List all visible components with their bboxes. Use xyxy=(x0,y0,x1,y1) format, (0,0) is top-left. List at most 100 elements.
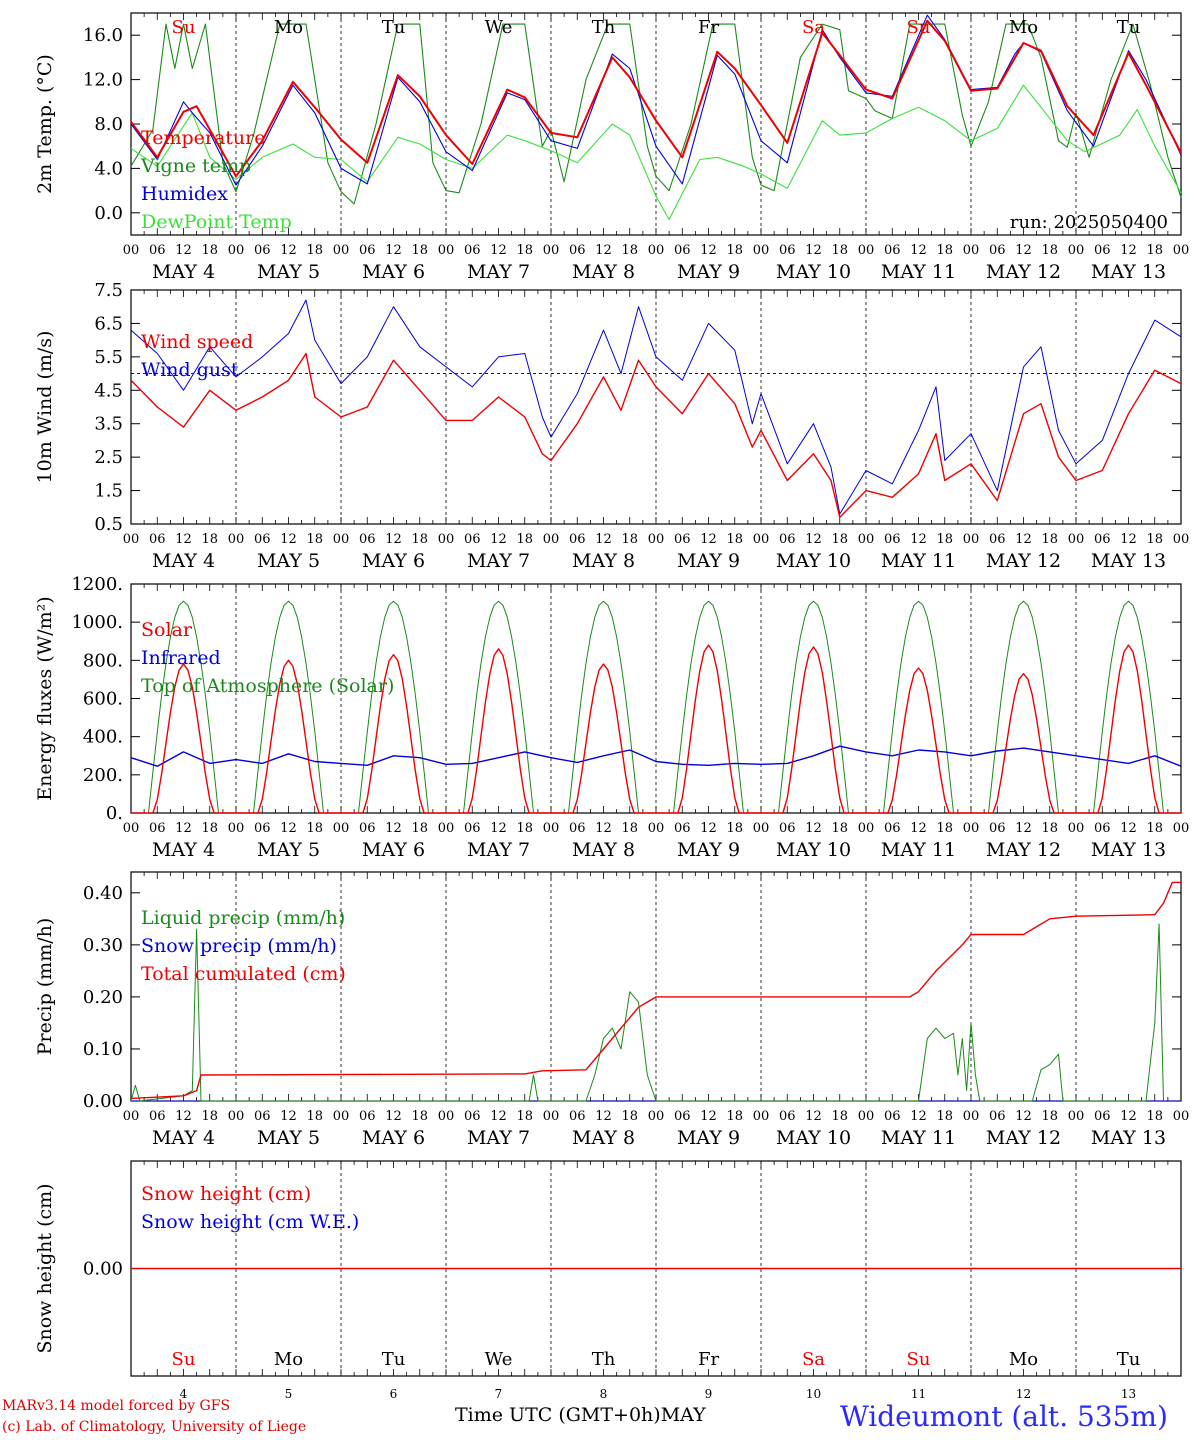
legend-wind-gust: Wind gust xyxy=(141,359,239,381)
hour-tick-label: 00 xyxy=(1068,1109,1085,1124)
date-label: MAY 11 xyxy=(881,1127,956,1149)
hour-tick-label: 12 xyxy=(490,532,507,547)
credit-lab: (c) Lab. of Climatology, University of L… xyxy=(2,1419,307,1435)
hour-tick-label: 12 xyxy=(700,821,717,836)
hour-tick-label: 12 xyxy=(805,243,822,258)
date-label: MAY 11 xyxy=(881,550,956,572)
y-tick-label: 3.5 xyxy=(94,414,123,435)
series-line xyxy=(130,19,1182,178)
y-axis-label: Snow height (cm) xyxy=(34,1183,56,1353)
panel-1: 00 06 12 18 MAY 4 00 06 12 18 MAY 5 00 06 12 18 MAY 6 0… xyxy=(34,12,1189,283)
date-number-label: 8 xyxy=(600,1387,608,1401)
date-label: MAY 13 xyxy=(1091,550,1166,572)
date-label: MAY 13 xyxy=(1091,839,1166,861)
weekday-label: Su xyxy=(172,1349,196,1370)
legend-snow-precip-mm-h: Snow precip (mm/h) xyxy=(141,935,337,957)
panel-4: 00 06 12 18 MAY 4 00 06 12 18 MAY 5 00 06 12 18 MAY 6 0… xyxy=(34,871,1189,1149)
panel-5: 0.00 Snow height (cm) Snow height (cm) Snow… xyxy=(34,1160,1182,1401)
hour-tick-label: 12 xyxy=(910,1109,927,1124)
hour-tick-label: 06 xyxy=(464,243,481,258)
hour-tick-label: 06 xyxy=(569,821,586,836)
y-axis-label: Energy fluxes (W/m²) xyxy=(34,596,56,800)
hour-tick-label: 18 xyxy=(201,532,218,547)
hour-tick-label: 12 xyxy=(700,1109,717,1124)
y-tick-label: 1000. xyxy=(71,612,123,633)
series-line xyxy=(131,644,1181,814)
hour-tick-label: 06 xyxy=(884,821,901,836)
legend-top-of-atmosphere-solar: Top of Atmosphere (Solar) xyxy=(141,675,394,697)
hour-tick-label: 12 xyxy=(175,1109,192,1124)
hour-tick-label: 18 xyxy=(621,821,638,836)
date-label: MAY 9 xyxy=(677,1127,740,1149)
legend-dewpoint-temp: DewPoint Temp xyxy=(141,211,292,233)
y-tick-label: 0.20 xyxy=(83,987,123,1008)
y-tick-label: 6.5 xyxy=(94,313,123,334)
hour-tick-label: 06 xyxy=(989,1109,1006,1124)
hour-tick-label: 06 xyxy=(464,532,481,547)
hour-tick-label: 18 xyxy=(306,821,323,836)
hour-tick-label: 12 xyxy=(280,1109,297,1124)
hour-tick-label: 18 xyxy=(411,243,428,258)
hour-tick-label: 00 xyxy=(648,1109,665,1124)
hour-tick-label: 00 xyxy=(963,1109,980,1124)
hour-tick-label: 06 xyxy=(674,243,691,258)
panel-3: 00 06 12 18 MAY 4 00 06 12 18 MAY 5 00 06 12 18 MAY 6 0… xyxy=(34,574,1189,861)
hour-tick-label: 06 xyxy=(1094,243,1111,258)
date-number-label: 9 xyxy=(705,1387,713,1401)
y-tick-label: 0.00 xyxy=(83,1091,123,1112)
date-label: MAY 4 xyxy=(152,1127,215,1149)
hour-tick-label: 06 xyxy=(1094,1109,1111,1124)
date-number-label: 5 xyxy=(285,1387,293,1401)
hour-tick-label: 12 xyxy=(700,243,717,258)
weekday-label: Th xyxy=(592,17,616,38)
weekday-label: Su xyxy=(172,17,196,38)
date-label: MAY 12 xyxy=(986,550,1061,572)
panel-2: 00 06 12 18 MAY 4 00 06 12 18 MAY 5 00 06 12 18 MAY 6 0… xyxy=(34,280,1189,572)
legend-vigne-temp: Vigne temp xyxy=(140,155,251,177)
series-line xyxy=(130,881,1181,1100)
hour-tick-label: 06 xyxy=(779,821,796,836)
weekday-label: Mo xyxy=(274,17,303,38)
hour-tick-label: 06 xyxy=(149,532,166,547)
weekday-label: Sa xyxy=(802,1349,825,1370)
weekday-label: Su xyxy=(907,1349,931,1370)
hour-tick-label: 00 xyxy=(333,243,350,258)
hour-tick-label: 18 xyxy=(831,1109,848,1124)
hour-tick-label: 18 xyxy=(1041,1109,1058,1124)
hour-tick-label: 12 xyxy=(1015,532,1032,547)
y-axis-label: Precip (mm/h) xyxy=(34,918,56,1056)
hour-tick-label: 12 xyxy=(1120,532,1137,547)
hour-tick-label: 00 xyxy=(438,532,455,547)
series-line xyxy=(130,299,1182,515)
date-label: MAY 10 xyxy=(776,1127,851,1149)
weekday-label: Mo xyxy=(1009,17,1038,38)
hour-tick-label: 00 xyxy=(648,243,665,258)
date-number-label: 13 xyxy=(1121,1387,1136,1401)
hour-tick-label: 00 xyxy=(123,1109,140,1124)
hour-tick-label: 18 xyxy=(726,821,743,836)
hour-tick-label: 06 xyxy=(359,1109,376,1124)
series-line xyxy=(130,84,1182,221)
hour-tick-label: 18 xyxy=(516,243,533,258)
hour-tick-label: 18 xyxy=(516,1109,533,1124)
hour-tick-label: 00 xyxy=(1173,821,1190,836)
hour-tick-label: 06 xyxy=(674,821,691,836)
hour-tick-label: 00 xyxy=(543,1109,560,1124)
date-label: MAY 11 xyxy=(881,839,956,861)
credit-model: MARv3.14 model forced by GFS xyxy=(2,1398,231,1414)
hour-tick-label: 00 xyxy=(753,243,770,258)
hour-tick-label: 06 xyxy=(674,1109,691,1124)
hour-tick-label: 00 xyxy=(753,821,770,836)
hour-tick-label: 18 xyxy=(726,532,743,547)
date-label: MAY 13 xyxy=(1091,1127,1166,1149)
series-line xyxy=(130,14,1182,186)
hour-tick-label: 18 xyxy=(831,821,848,836)
hour-tick-label: 06 xyxy=(884,1109,901,1124)
y-tick-label: 0.0 xyxy=(94,203,123,224)
hour-tick-label: 18 xyxy=(831,243,848,258)
hour-tick-label: 00 xyxy=(858,243,875,258)
hour-tick-label: 06 xyxy=(464,1109,481,1124)
y-tick-label: 4.0 xyxy=(94,158,123,179)
hour-tick-label: 00 xyxy=(648,821,665,836)
